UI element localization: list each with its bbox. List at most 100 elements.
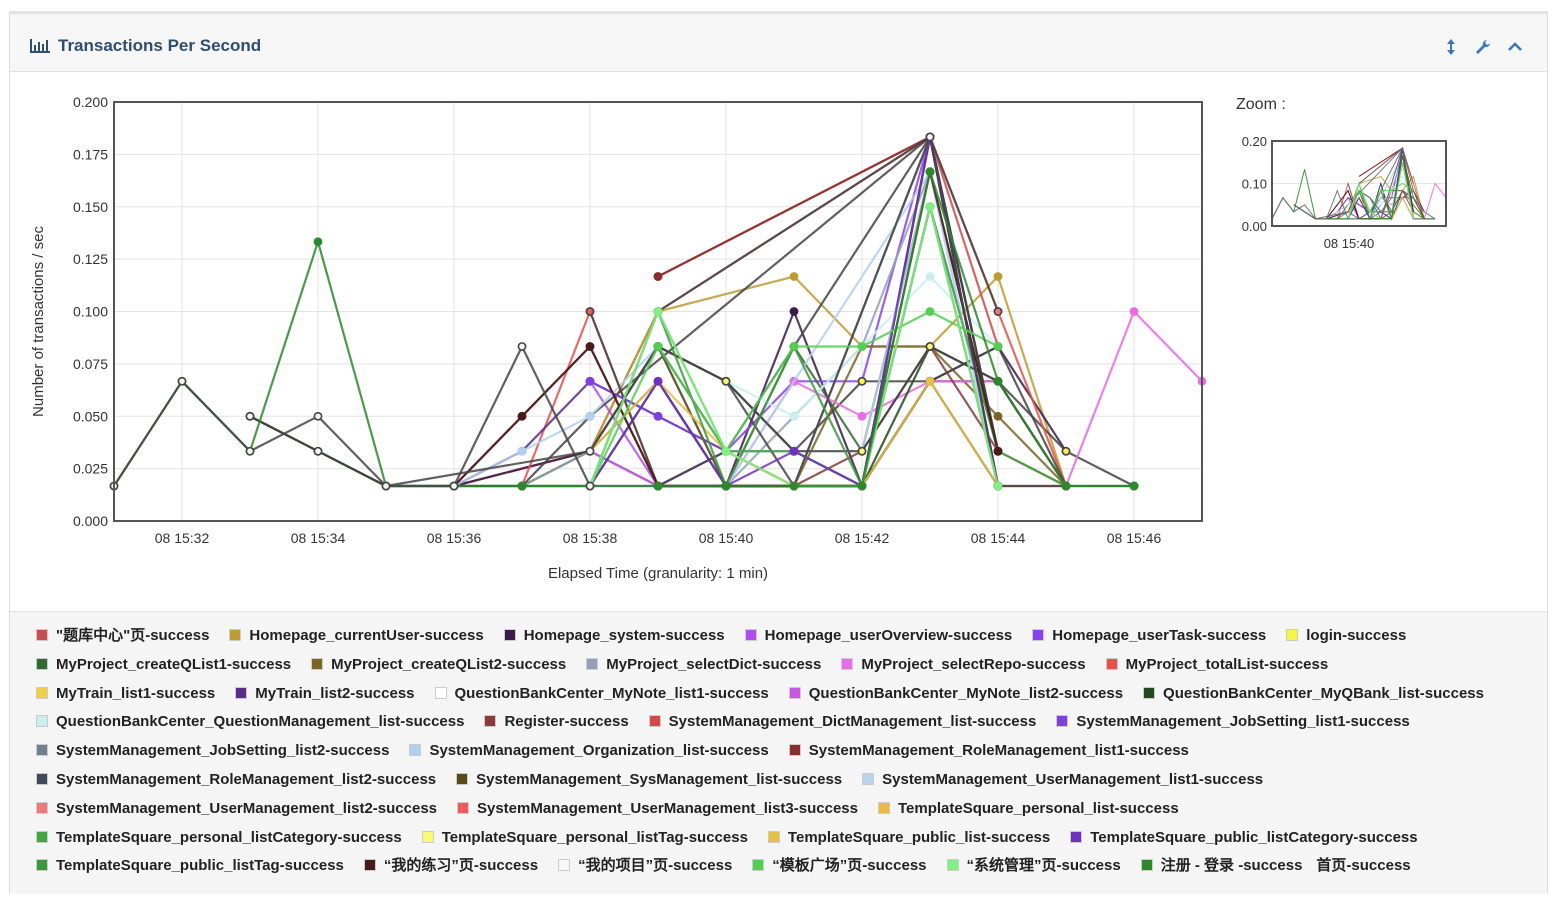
legend-item[interactable]: SystemManagement_JobSetting_list2-succes… xyxy=(36,742,389,760)
data-point xyxy=(789,411,799,421)
legend-label: QuestionBankCenter_MyQBank_list-success xyxy=(1163,684,1484,702)
legend-item[interactable]: login-success xyxy=(1286,627,1406,645)
data-point xyxy=(313,446,323,456)
legend-item[interactable]: Homepage_currentUser-success xyxy=(229,627,484,645)
data-point xyxy=(925,272,935,281)
data-point xyxy=(585,481,595,491)
x-tick-label: 08 15:36 xyxy=(427,530,482,546)
legend-item[interactable]: Homepage_userTask-success xyxy=(1032,627,1266,645)
data-point xyxy=(925,167,935,177)
data-point xyxy=(789,446,799,456)
legend-item[interactable]: Homepage_system-success xyxy=(503,627,725,645)
legend-item[interactable]: Homepage_userOverview-success xyxy=(744,627,1013,645)
legend-swatch xyxy=(1056,715,1069,728)
legend-item[interactable]: TemplateSquare_public_listTag-success xyxy=(36,857,344,875)
legend-item[interactable]: MyProject_totalList-success xyxy=(1105,656,1328,674)
legend-item[interactable]: MyTrain_list2-success xyxy=(235,685,415,703)
legend-label: 注册 - 登录 -success xyxy=(1160,857,1303,875)
y-tick-label: 0.075 xyxy=(73,356,108,372)
legend-item[interactable]: 注册 - 登录 -success xyxy=(1140,857,1303,875)
legend-swatch xyxy=(744,629,757,641)
legend-item[interactable]: QuestionBankCenter_MyQBank_list-success xyxy=(1143,685,1484,703)
legend-item[interactable]: “我的项目”页-success xyxy=(558,857,732,875)
series-group xyxy=(109,132,1207,491)
legend-item[interactable]: MyProject_selectRepo-success xyxy=(841,656,1086,674)
legend-item[interactable]: SystemManagement_JobSetting_list1-succes… xyxy=(1056,713,1410,731)
legend-item[interactable]: SystemManagement_Organization_list-succe… xyxy=(409,742,769,760)
legend-label: TemplateSquare_personal_list-success xyxy=(897,799,1179,817)
legend-item[interactable]: SystemManagement_RoleManagement_list2-su… xyxy=(36,771,436,789)
data-point xyxy=(313,237,323,247)
zoom-y-tick-label: 0.10 xyxy=(1242,177,1267,192)
legend-label: TemplateSquare_public_list-success xyxy=(787,828,1051,846)
legend-item[interactable]: SystemManagement_UserManagement_list1-su… xyxy=(862,771,1263,789)
legend-item[interactable]: SystemManagement_UserManagement_list3-su… xyxy=(456,800,858,818)
legend-swatch xyxy=(363,859,376,872)
legend-item[interactable]: QuestionBankCenter_MyNote_list1-success xyxy=(434,684,769,703)
y-tick-label: 0.175 xyxy=(73,146,108,162)
legend-label: SystemManagement_JobSetting_list1-succes… xyxy=(1076,713,1410,731)
legend-label: SystemManagement_Organization_list-succe… xyxy=(429,742,769,760)
legend-swatch xyxy=(788,686,801,699)
legend-item[interactable]: “模板广场”页-success xyxy=(752,857,927,875)
legend-item[interactable]: “系统管理”页-success xyxy=(946,857,1121,875)
chevron-up-icon[interactable] xyxy=(1506,38,1524,56)
legend-label: QuestionBankCenter_MyNote_list1-success xyxy=(454,684,769,702)
legend-swatch xyxy=(311,657,324,670)
legend-item[interactable]: TemplateSquare_public_list-success xyxy=(767,828,1051,847)
legend-item[interactable]: SystemManagement_SysManagement_list-succ… xyxy=(456,771,842,789)
legend-item[interactable]: TemplateSquare_personal_listCategory-suc… xyxy=(36,829,402,847)
data-point xyxy=(993,272,1003,281)
legend-swatch xyxy=(36,830,48,843)
data-point xyxy=(993,446,1003,456)
legend-swatch xyxy=(862,773,875,785)
y-tick-label: 0.125 xyxy=(73,251,108,267)
legend-item[interactable]: Register-success xyxy=(484,713,629,731)
legend-item[interactable]: "题库中心"页-success xyxy=(36,627,209,645)
zoom-y-tick-label: 0.20 xyxy=(1242,134,1267,149)
legend-swatch xyxy=(36,657,48,670)
zoom-series-line xyxy=(1271,155,1436,220)
data-point xyxy=(313,411,323,421)
legend-label: "题库中心"页-success xyxy=(56,627,210,644)
bar-chart-icon xyxy=(30,39,50,53)
data-point xyxy=(653,307,663,316)
legend-item[interactable]: QuestionBankCenter_MyNote_list2-success xyxy=(788,685,1123,703)
legend-item[interactable]: 首页-success xyxy=(1316,857,1410,875)
data-point xyxy=(925,132,935,142)
legend-item[interactable]: MyProject_createQList2-success xyxy=(311,656,566,674)
zoom-y-tick-label: 0.00 xyxy=(1242,219,1267,234)
zoom-series-line xyxy=(1271,189,1349,220)
x-tick-label: 08 15:44 xyxy=(971,530,1026,546)
legend-label: Homepage_userOverview-success xyxy=(764,627,1013,644)
legend-item[interactable]: MyProject_createQList1-success xyxy=(36,656,291,674)
legend-item[interactable]: SystemManagement_DictManagement_list-suc… xyxy=(648,713,1037,731)
chart-legend: "题库中心"页-success Homepage_currentUser-succ… xyxy=(10,611,1547,894)
data-point xyxy=(1061,446,1071,456)
legend-item[interactable]: TemplateSquare_public_listCategory-succe… xyxy=(1070,829,1418,847)
series-line xyxy=(589,310,999,487)
legend-label: SystemManagement_JobSetting_list2-succes… xyxy=(56,742,390,760)
vertical-resize-icon[interactable] xyxy=(1442,38,1460,56)
legend-label: SystemManagement_DictManagement_list-suc… xyxy=(668,713,1037,731)
legend-item[interactable]: SystemManagement_UserManagement_list2-su… xyxy=(36,800,437,818)
plot-frame xyxy=(113,101,1203,522)
legend-label: MyProject_createQList2-success xyxy=(331,655,567,673)
legend-item[interactable]: TemplateSquare_personal_listTag-success xyxy=(421,829,748,847)
data-point xyxy=(789,481,799,491)
data-point xyxy=(857,446,867,456)
legend-item[interactable]: “我的练习”页-success xyxy=(363,857,538,875)
data-point xyxy=(653,411,663,421)
legend-swatch xyxy=(1032,629,1045,641)
legend-item[interactable]: TemplateSquare_personal_list-success xyxy=(877,799,1179,818)
legend-item[interactable]: MyProject_selectDict-success xyxy=(586,656,821,674)
legend-label: MyProject_selectDict-success xyxy=(606,655,822,673)
legend-item[interactable]: SystemManagement_RoleManagement_list1-su… xyxy=(788,742,1189,760)
legend-item[interactable]: QuestionBankCenter_QuestionManagement_li… xyxy=(36,713,464,731)
legend-item[interactable]: MyTrain_list1-success xyxy=(36,685,215,703)
legend-swatch xyxy=(409,744,422,757)
data-point xyxy=(1061,481,1071,491)
legend-swatch xyxy=(229,629,242,641)
wrench-icon[interactable] xyxy=(1474,38,1492,56)
legend-swatch xyxy=(456,773,469,785)
